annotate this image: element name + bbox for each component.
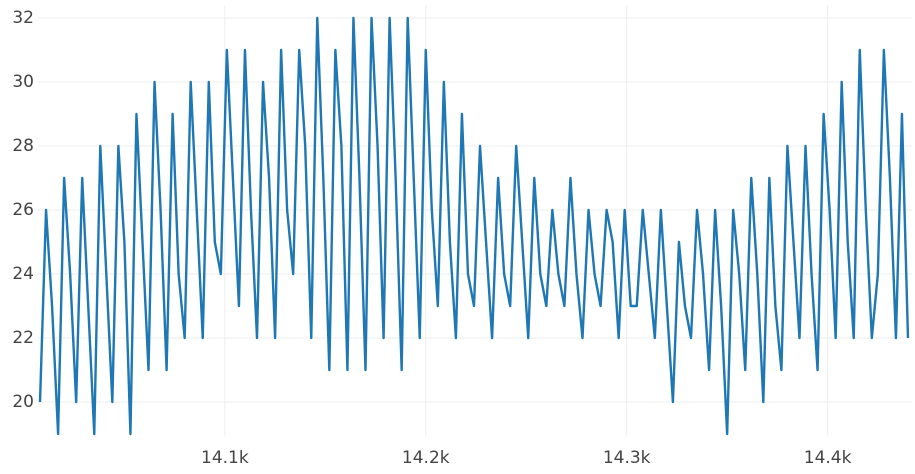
x-tick-label: 14.2k (402, 448, 450, 468)
y-tick-label: 30 (12, 72, 34, 92)
x-tick-label: 14.3k (603, 448, 651, 468)
y-tick-label: 24 (12, 264, 34, 284)
y-tick-label: 32 (12, 8, 34, 28)
y-tick-label: 22 (12, 328, 34, 348)
y-tick-label: 28 (12, 136, 34, 156)
x-tick-label: 14.1k (201, 448, 249, 468)
y-tick-label: 20 (12, 392, 34, 412)
data-line (38, 16, 910, 436)
x-tick-label: 14.4k (804, 448, 852, 468)
y-tick-label: 26 (12, 200, 34, 220)
plot-area (38, 16, 910, 436)
